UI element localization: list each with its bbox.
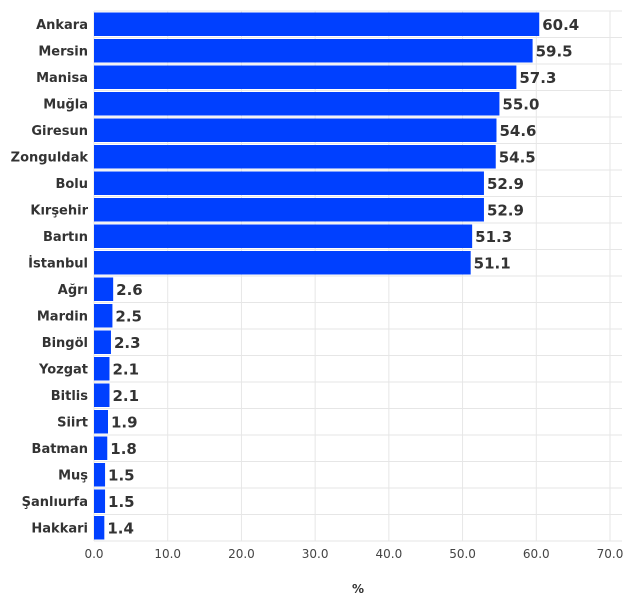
category-label: Siirt: [57, 415, 88, 430]
category-label: Muş: [58, 468, 88, 483]
bar: [94, 304, 113, 328]
bar: [94, 145, 496, 169]
value-label: 54.6: [499, 122, 536, 140]
category-label: Mersin: [38, 44, 88, 59]
x-tick-label: 0.0: [84, 547, 103, 561]
category-label: Bingöl: [42, 336, 88, 351]
x-tick-label: 20.0: [228, 547, 255, 561]
category-label: Mardin: [37, 309, 88, 324]
value-label: 1.5: [108, 493, 135, 511]
value-label: 2.1: [112, 360, 139, 378]
value-label: 59.5: [536, 42, 573, 60]
value-label: 1.4: [107, 519, 134, 537]
value-label: 2.5: [115, 307, 142, 325]
value-label: 54.5: [499, 148, 536, 166]
x-axis-title: %: [352, 582, 364, 596]
x-tick-label: 40.0: [375, 547, 402, 561]
value-label: 60.4: [542, 16, 579, 34]
bar: [94, 171, 484, 195]
bar: [94, 489, 106, 513]
bar: [94, 198, 484, 222]
x-tick-label: 60.0: [523, 547, 550, 561]
bars: [94, 12, 540, 540]
category-label: Kırşehir: [30, 203, 88, 218]
category-label: Ankara: [36, 18, 88, 33]
category-label: Bitlis: [51, 389, 88, 404]
bar: [94, 39, 533, 63]
x-tick-label: 70.0: [597, 547, 624, 561]
bar: [94, 516, 105, 540]
bar: [94, 92, 500, 116]
value-label: 1.9: [111, 413, 138, 431]
category-label: Zonguldak: [11, 150, 89, 165]
category-label: Hakkari: [31, 521, 88, 536]
category-label: İstanbul: [28, 255, 88, 271]
bar: [94, 330, 111, 354]
value-label: 2.6: [116, 281, 143, 299]
x-tick-label: 10.0: [154, 547, 181, 561]
category-label: Giresun: [31, 124, 88, 139]
value-label: 52.9: [487, 201, 524, 219]
bar: [94, 357, 110, 381]
value-label: 51.3: [475, 228, 512, 246]
value-label: 51.1: [474, 254, 511, 272]
bar: [94, 251, 471, 275]
bar: [94, 436, 108, 460]
bar: [94, 12, 540, 36]
value-label: 52.9: [487, 175, 524, 193]
x-tick-label: 50.0: [449, 547, 476, 561]
bar: [94, 383, 110, 407]
bar: [94, 65, 517, 89]
category-labels: Ankara Mersin Manisa Muğla Giresun Zonguldak B…: [11, 18, 89, 537]
value-labels: 60.4 59.5 57.3 55.0 54.6 54.5 52.9 52.9 51.3 51.1…: [107, 16, 579, 538]
bar: [94, 224, 473, 248]
value-label: 57.3: [519, 69, 556, 87]
value-label: 2.1: [112, 387, 139, 405]
value-label: 1.5: [108, 466, 135, 484]
value-label: 2.3: [114, 334, 141, 352]
bar: [94, 410, 109, 434]
category-label: Batman: [32, 442, 88, 457]
x-axis-ticks: 0.0 10.0 20.0 30.0 40.0 50.0 60.0 70.0: [84, 547, 623, 561]
value-label: 55.0: [502, 95, 539, 113]
category-label: Yozgat: [38, 362, 88, 377]
category-label: Muğla: [43, 97, 88, 112]
value-label: 1.8: [110, 440, 137, 458]
bar: [94, 463, 106, 487]
grid-lines: [93, 10, 622, 542]
x-tick-label: 30.0: [302, 547, 329, 561]
category-label: Şanlıurfa: [22, 495, 88, 510]
category-label: Ağrı: [58, 283, 88, 298]
category-label: Bolu: [55, 177, 88, 192]
bar: [94, 118, 497, 142]
category-label: Bartın: [43, 230, 88, 245]
bar: [94, 277, 114, 301]
category-label: Manisa: [36, 71, 88, 86]
